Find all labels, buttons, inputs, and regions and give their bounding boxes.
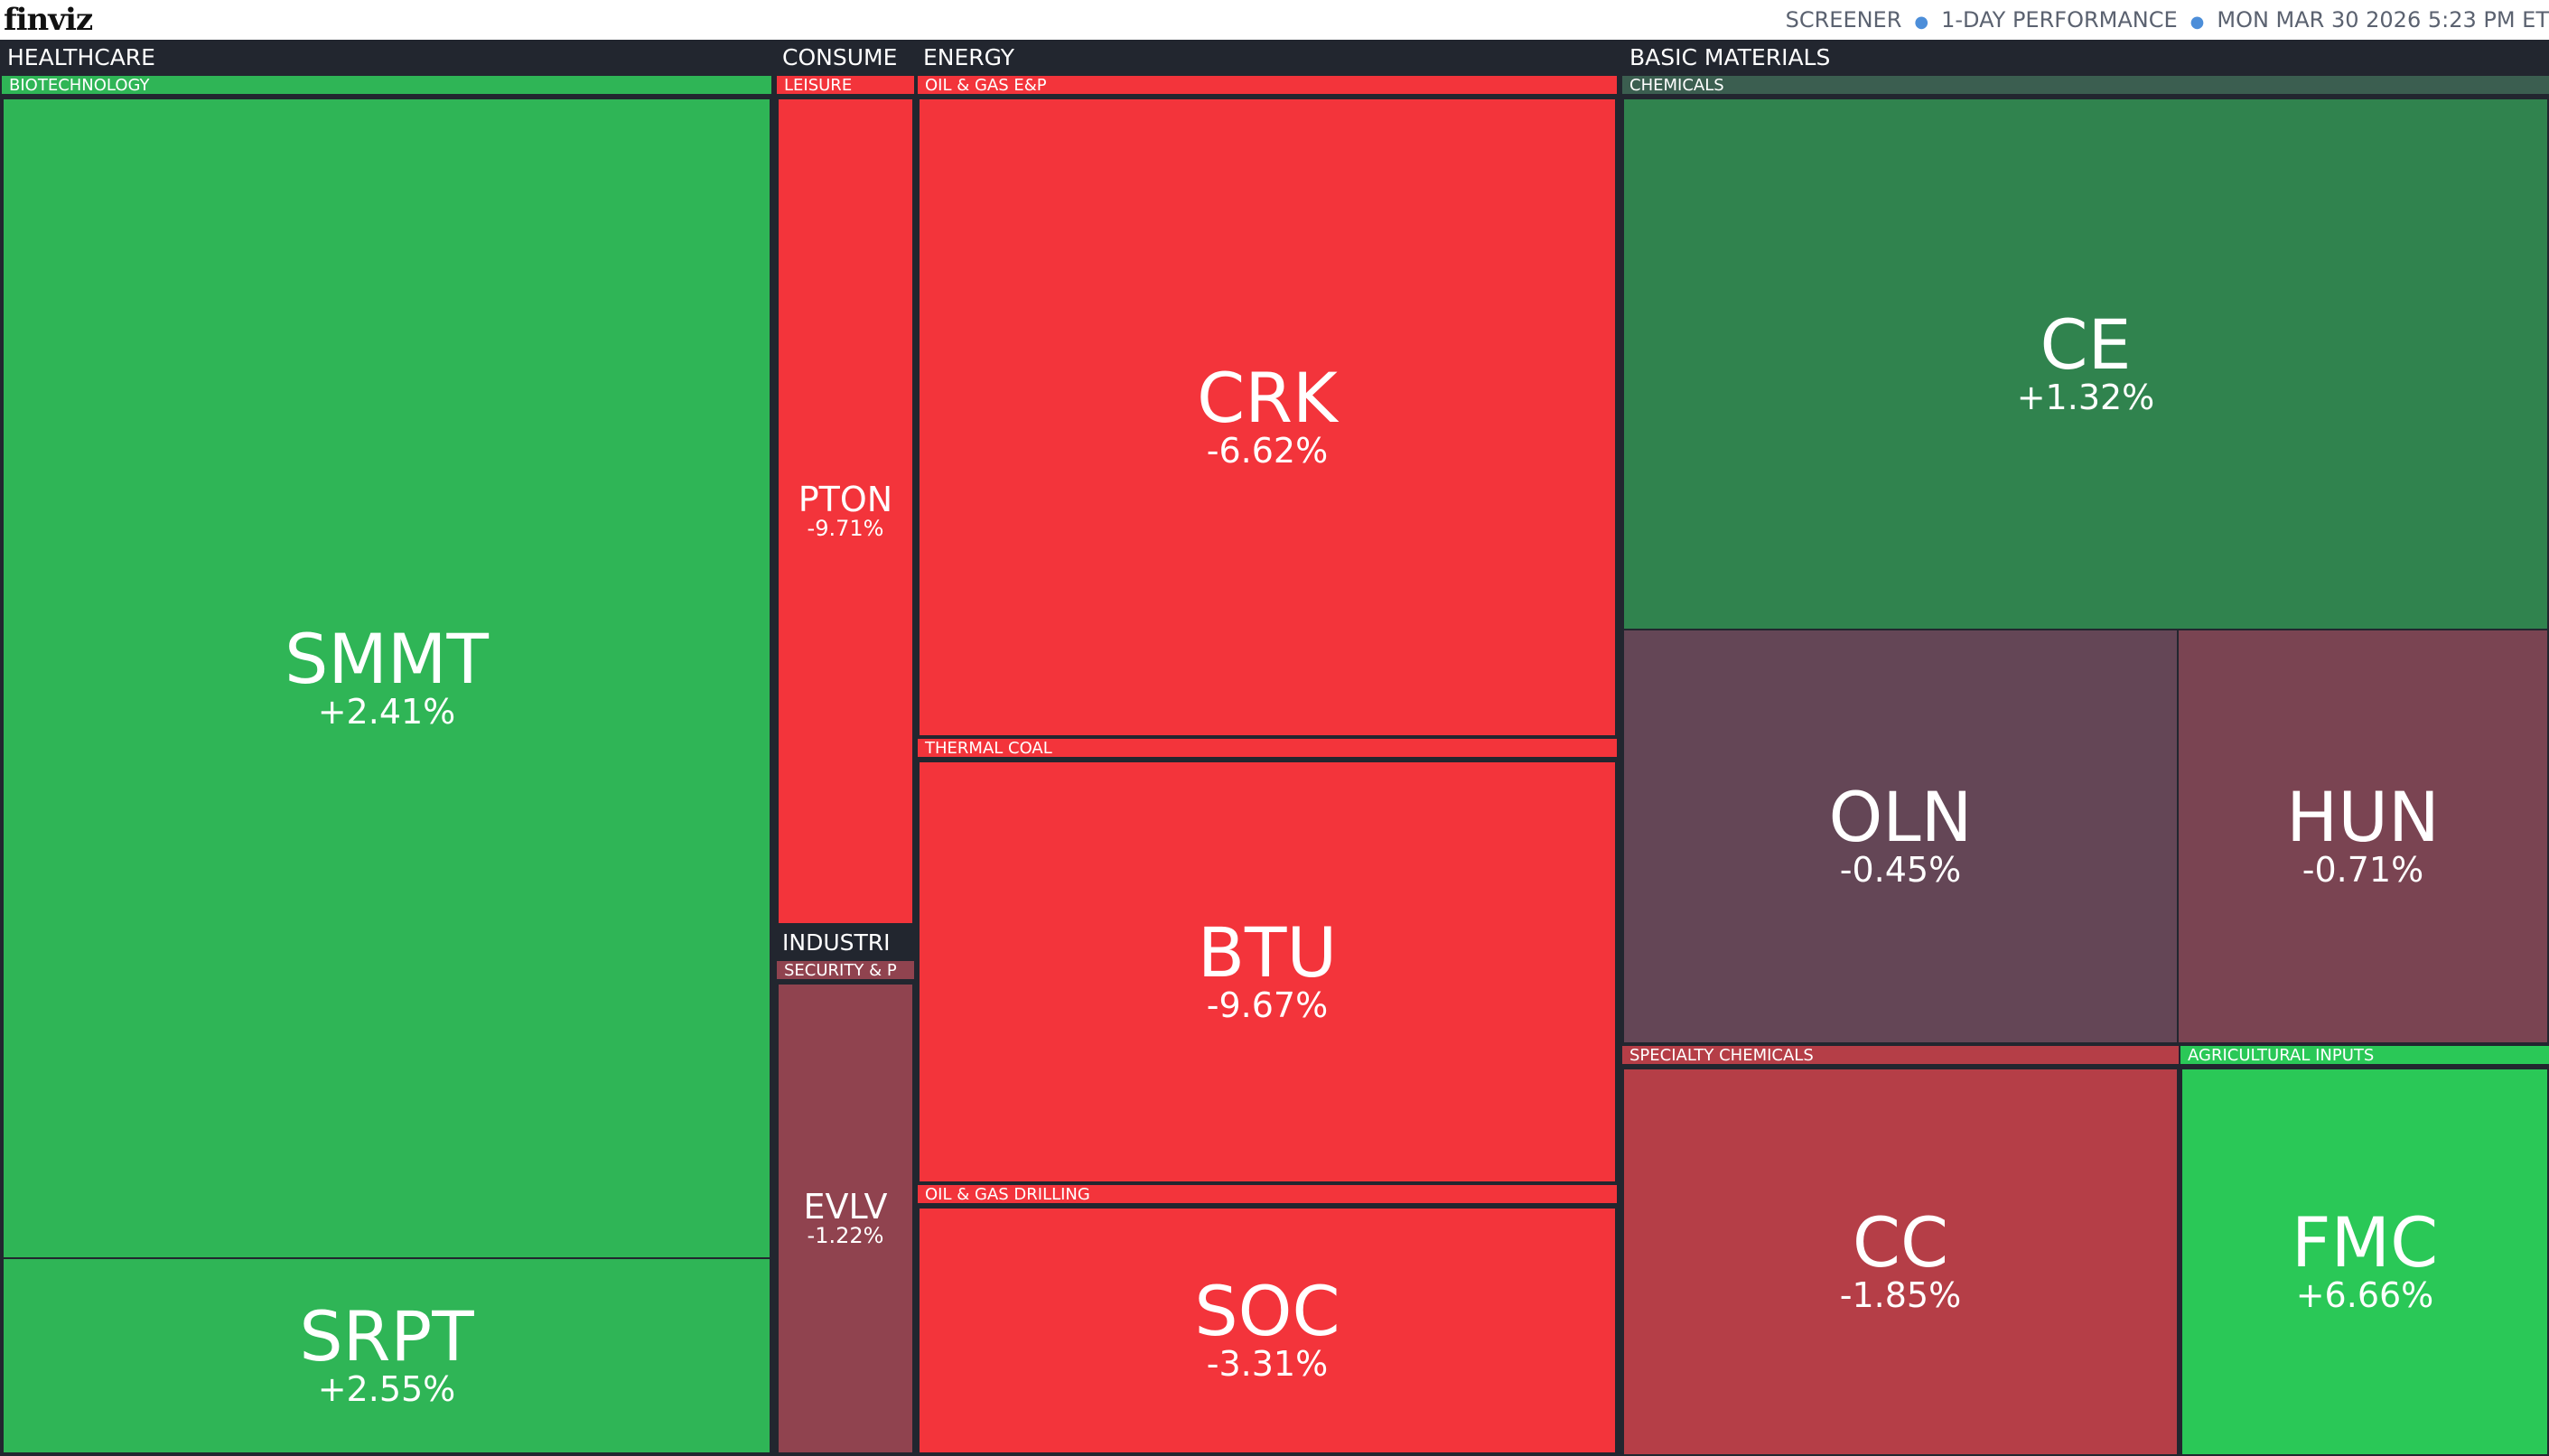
stock-tile-oln[interactable]: OLN -0.45% xyxy=(1622,629,2179,1044)
ticker: HUN xyxy=(2286,777,2440,858)
industry-label[interactable]: THERMAL COAL xyxy=(918,739,1617,759)
stock-tile-ce[interactable]: CE +1.32% xyxy=(1622,98,2549,630)
change: +2.55% xyxy=(317,1369,456,1410)
stock-tile-srpt[interactable]: SRPT +2.55% xyxy=(2,1257,771,1454)
industry-chemicals: CHEMICALS CE +1.32% OLN -0.45% HUN -0.71… xyxy=(1622,76,2549,1044)
sector-label[interactable]: HEALTHCARE xyxy=(7,44,155,70)
industry-security: SECURITY & P EVLV -1.22% xyxy=(777,961,914,1454)
sector-label[interactable]: INDUSTRI xyxy=(782,929,891,956)
ticker: OLN xyxy=(1828,777,1973,858)
sector-label[interactable]: ENERGY xyxy=(923,44,1015,70)
industry-thermal-coal: THERMAL COAL BTU -9.67% xyxy=(918,739,1617,1183)
separator-dot-icon: ● xyxy=(1914,13,1929,32)
stock-tile-pton[interactable]: PTON -9.71% xyxy=(777,98,914,925)
industry-agricultural-inputs: AGRICULTURAL INPUTS FMC +6.66% xyxy=(2180,1046,2549,1456)
sector-healthcare: HEALTHCARE BIOTECHNOLOGY SMMT +2.41% SRP… xyxy=(0,40,775,1456)
sector-industrials: INDUSTRI SECURITY & P EVLV -1.22% xyxy=(775,925,916,1456)
change: -1.85% xyxy=(1839,1275,1962,1316)
change: -0.71% xyxy=(2302,850,2424,891)
stock-tile-smmt[interactable]: SMMT +2.41% xyxy=(2,98,771,1259)
change: -9.71% xyxy=(807,515,884,541)
change: +6.66% xyxy=(2295,1275,2434,1316)
stock-tile-hun[interactable]: HUN -0.71% xyxy=(2177,629,2549,1044)
industry-label[interactable]: OIL & GAS DRILLING xyxy=(918,1185,1617,1205)
ticker: PTON xyxy=(798,479,893,519)
sector-consumer: CONSUME LEISURE PTON -9.71% xyxy=(775,40,916,925)
performance-period[interactable]: 1-DAY PERFORMANCE xyxy=(1941,7,2178,33)
industry-biotechnology: BIOTECHNOLOGY SMMT +2.41% SRPT +2.55% xyxy=(2,76,771,1454)
change: +1.32% xyxy=(2016,378,2155,418)
sector-basic-materials: BASIC MATERIALS CHEMICALS CE +1.32% OLN … xyxy=(1622,40,2549,1456)
industry-oil-gas-drilling: OIL & GAS DRILLING SOC -3.31% xyxy=(918,1185,1617,1454)
ticker: CRK xyxy=(1197,358,1338,439)
ticker: SMMT xyxy=(285,619,489,700)
heatmap: HEALTHCARE BIOTECHNOLOGY SMMT +2.41% SRP… xyxy=(0,40,2549,1456)
top-bar: finviz SCREENER ● 1-DAY PERFORMANCE ● MON MA… xyxy=(0,0,2549,40)
industry-label[interactable]: BIOTECHNOLOGY xyxy=(2,76,771,96)
finviz-logo[interactable]: finviz xyxy=(4,2,93,38)
stock-tile-evlv[interactable]: EVLV -1.22% xyxy=(777,983,914,1454)
industry-label[interactable]: CHEMICALS xyxy=(1622,76,2549,96)
ticker: EVLV xyxy=(803,1186,888,1227)
stock-tile-crk[interactable]: CRK -6.62% xyxy=(918,98,1617,737)
industry-specialty-chemicals: SPECIALTY CHEMICALS CC -1.85% xyxy=(1622,1046,2179,1456)
industry-label[interactable]: OIL & GAS E&P xyxy=(918,76,1617,96)
change: -6.62% xyxy=(1206,431,1329,471)
industry-label[interactable]: SECURITY & P xyxy=(777,961,914,981)
change: +2.41% xyxy=(317,692,456,733)
sector-label[interactable]: CONSUME xyxy=(782,44,898,70)
ticker: SOC xyxy=(1194,1271,1340,1352)
ticker: FMC xyxy=(2291,1202,2439,1283)
ticker: SRPT xyxy=(299,1296,474,1377)
separator-dot-icon: ● xyxy=(2190,13,2205,32)
sector-energy: ENERGY OIL & GAS E&P CRK -6.62% THERMAL … xyxy=(916,40,1622,1456)
change: -3.31% xyxy=(1206,1344,1329,1385)
screener-link[interactable]: SCREENER xyxy=(1785,7,1902,33)
change: -1.22% xyxy=(807,1222,884,1248)
stock-tile-fmc[interactable]: FMC +6.66% xyxy=(2180,1068,2549,1456)
ticker: CE xyxy=(2040,304,2132,386)
industry-label[interactable]: AGRICULTURAL INPUTS xyxy=(2180,1046,2549,1066)
ticker: CC xyxy=(1852,1202,1949,1283)
stock-tile-btu[interactable]: BTU -9.67% xyxy=(918,761,1617,1183)
industry-oil-gas-ep: OIL & GAS E&P CRK -6.62% xyxy=(918,76,1617,737)
sector-label[interactable]: BASIC MATERIALS xyxy=(1629,44,1831,70)
ticker: BTU xyxy=(1197,912,1338,994)
stock-tile-soc[interactable]: SOC -3.31% xyxy=(918,1207,1617,1454)
map-info: SCREENER ● 1-DAY PERFORMANCE ● MON MAR 30 20… xyxy=(1786,0,2549,40)
change: -0.45% xyxy=(1839,850,1962,891)
industry-label[interactable]: SPECIALTY CHEMICALS xyxy=(1622,1046,2179,1066)
industry-leisure: LEISURE PTON -9.71% xyxy=(777,76,914,961)
industry-label[interactable]: LEISURE xyxy=(777,76,914,96)
stock-tile-cc[interactable]: CC -1.85% xyxy=(1622,1068,2179,1456)
change: -9.67% xyxy=(1206,985,1329,1026)
timestamp: MON MAR 30 2026 5:23 PM ET xyxy=(2217,7,2549,33)
